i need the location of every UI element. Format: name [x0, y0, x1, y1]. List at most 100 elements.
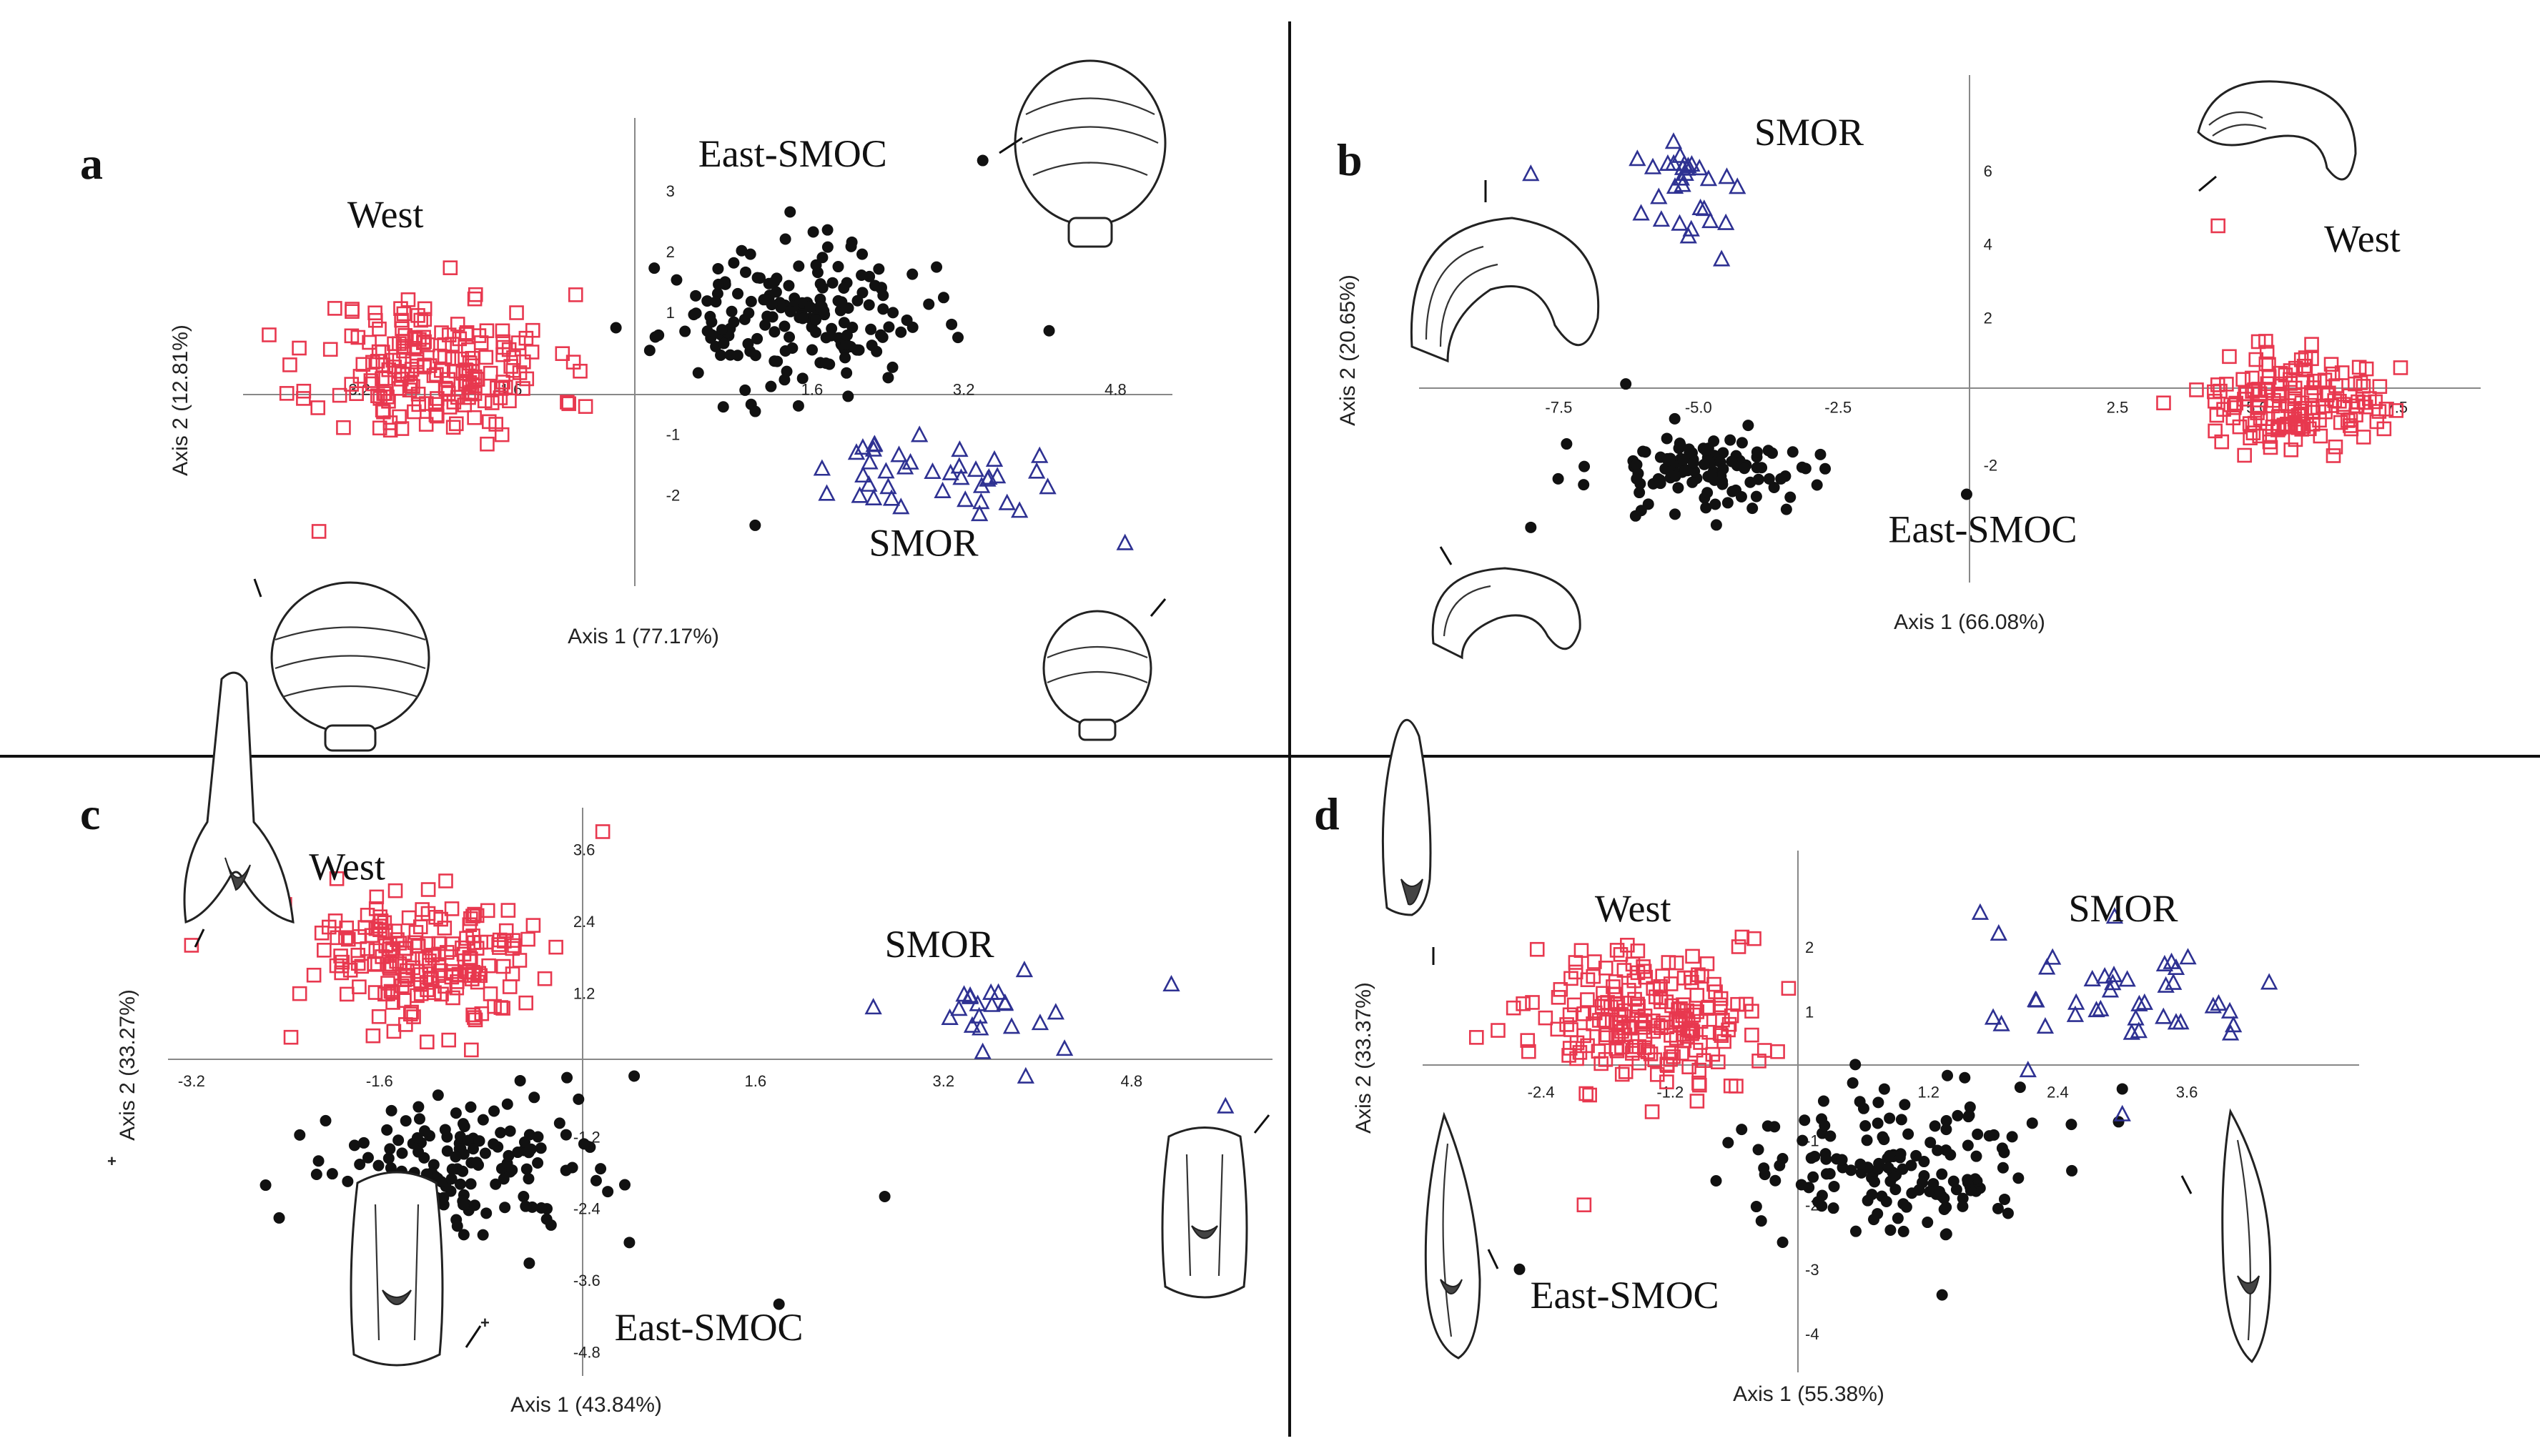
panel-b-west-point: [2210, 218, 2225, 234]
panel-d-east-smoc-point: [1888, 1170, 1900, 1182]
panel-d-x-tick-label: 2.4: [2047, 1083, 2069, 1101]
panel-b-east-smoc-point: [1742, 420, 1754, 432]
panel-b-east-smoc-point: [1669, 508, 1681, 520]
panel-a-west-point: [506, 350, 521, 365]
panel-b-east-smoc-point: [1756, 462, 1768, 474]
panel-c-east-smoc-point: [525, 1143, 537, 1155]
panel-a-west-point: [509, 305, 524, 320]
panel-c-west-point: [330, 930, 345, 946]
panel-a-y-tick-label: -2: [666, 486, 681, 504]
panel-d-west-point: [1614, 1066, 1630, 1082]
panel-d-smor-point: [2095, 966, 2114, 984]
panel-c-east-smoc-point: [535, 1202, 548, 1214]
panel-d-east-smoc-point: [1769, 1174, 1782, 1187]
panel-c-smor-point: [1017, 1066, 1034, 1084]
panel-b-west-point: [2353, 375, 2368, 390]
panel-c-smor-point: [950, 999, 968, 1016]
panel-c-east-smoc-point: [532, 1157, 544, 1169]
panel-c-east-smoc-point: [602, 1186, 614, 1198]
panel-a-east-smoc-point: [820, 357, 832, 370]
panel-c-east-smoc-point: [362, 1152, 374, 1164]
panel-a-west-point: [445, 420, 461, 435]
panel-d-smor-point: [2105, 966, 2123, 983]
panel-a-smor-point: [957, 490, 974, 507]
panel-a-west-point: [292, 340, 307, 356]
panel-b-west-point: [2156, 395, 2171, 411]
panel-a-west-point: [279, 386, 295, 401]
panel-d-group-label: East-SMOC: [1531, 1274, 1719, 1317]
panel-d-west-point: [1696, 1053, 1711, 1069]
panel-c-west-point: [387, 883, 403, 898]
panel-c-group-label: East-SMOC: [615, 1306, 804, 1349]
panel-c-east-smoc-point: [273, 1212, 285, 1224]
panel-b-illustration-shell-left: [1410, 217, 1600, 363]
panel-a-west-point: [394, 312, 409, 328]
panel-c-west-point: [480, 903, 495, 918]
panel-a-west-point: [367, 312, 383, 328]
panel-a-west-point: [496, 340, 511, 355]
panel-d-east-smoc-point: [1878, 1083, 1890, 1095]
panel-c-east-smoc-point: [503, 1149, 515, 1162]
panel-b-east-smoc-point: [1717, 447, 1729, 459]
panel-d-west-point: [1781, 981, 1797, 996]
panel-d-west-point: [1685, 1024, 1701, 1039]
panel-d-east-smoc-point: [1905, 1159, 1917, 1172]
panel-d-west-point: [1746, 931, 1761, 946]
panel-d-illustration-aedeagus-bottom-left: [1424, 1111, 1481, 1360]
panel-c-west-point: [397, 941, 412, 956]
panel-a-east-smoc-point: [856, 248, 869, 260]
panel-c-y-tick-label: 2.4: [573, 913, 596, 931]
panel-a-west-point: [493, 381, 509, 396]
panel-a-east-smoc-point: [804, 301, 816, 313]
panel-b-east-smoc-point: [1726, 455, 1738, 467]
panel-c-west-point: [377, 986, 392, 1002]
panel-c-east-smoc-point: [512, 1147, 524, 1159]
panel-c-west-point: [373, 913, 389, 928]
panel-a-smor-point: [882, 489, 901, 506]
panel-a-smor-point: [818, 484, 836, 501]
panel-a-arrows: [253, 137, 1167, 617]
panel-a-smor-point: [1027, 462, 1046, 479]
panel-d-west-point: [1659, 1074, 1674, 1089]
panel-d-west-point: [1576, 1006, 1591, 1021]
panel-a-west-point: [262, 327, 277, 342]
panel-a-smor-point: [864, 488, 883, 505]
panel-d-east-smoc-point: [1983, 1130, 1995, 1142]
panel-d-east-smoc-point: [1799, 1114, 1811, 1126]
panel-b-east-smoc-point: [1701, 487, 1714, 499]
panel-d-west-point: [1730, 996, 1745, 1012]
panel-a-west-point: [480, 436, 495, 452]
panel-b-smor-point: [1664, 132, 1683, 149]
panel-a-west-point: [381, 394, 396, 409]
panel-c-east-smoc-point: [773, 1298, 785, 1310]
panel-c-west-point: [382, 941, 397, 957]
panel-d-east-smoc-point: [1513, 1263, 1526, 1275]
panel-a-west-point: [560, 395, 575, 410]
panel-d-east-smoc-point: [1722, 1136, 1734, 1149]
panel-a-west-point: [430, 408, 445, 424]
panel-d-west-point: [1506, 1000, 1521, 1016]
panel-b-east-smoc-point: [1661, 432, 1673, 445]
panel-a-west-point: [310, 400, 325, 415]
panel-b-west-point: [2219, 377, 2234, 392]
panel-c-west-point: [467, 1010, 482, 1025]
panel-d-east-smoc-point: [1918, 1156, 1930, 1168]
panel-d-west-point: [1676, 1026, 1691, 1042]
panel-c-west-point: [464, 1042, 479, 1058]
panel-a-east-smoc-point: [832, 261, 844, 273]
panel-a-smor-point: [979, 470, 997, 487]
panel-a-east-smoc-point: [841, 330, 853, 342]
panel-a-west-point: [402, 382, 417, 397]
panel-b-smor-point: [1672, 169, 1690, 186]
panel-c-east-smoc-point: [342, 1175, 354, 1187]
panel-b-west-point: [2333, 415, 2348, 430]
panel-d-east-smoc-point: [1873, 1157, 1885, 1169]
panel-c-west-point: [283, 1029, 299, 1045]
panel-a-west-point: [502, 393, 517, 409]
panel-c-smor-point: [974, 1042, 992, 1059]
panel-d-smor-point: [2167, 958, 2185, 975]
panel-c-y-tick-label: -3.6: [573, 1272, 601, 1289]
panel-b-illustration-shell-bottom: [1431, 567, 1581, 660]
panel-d-east-smoc-point: [1859, 1120, 1872, 1132]
